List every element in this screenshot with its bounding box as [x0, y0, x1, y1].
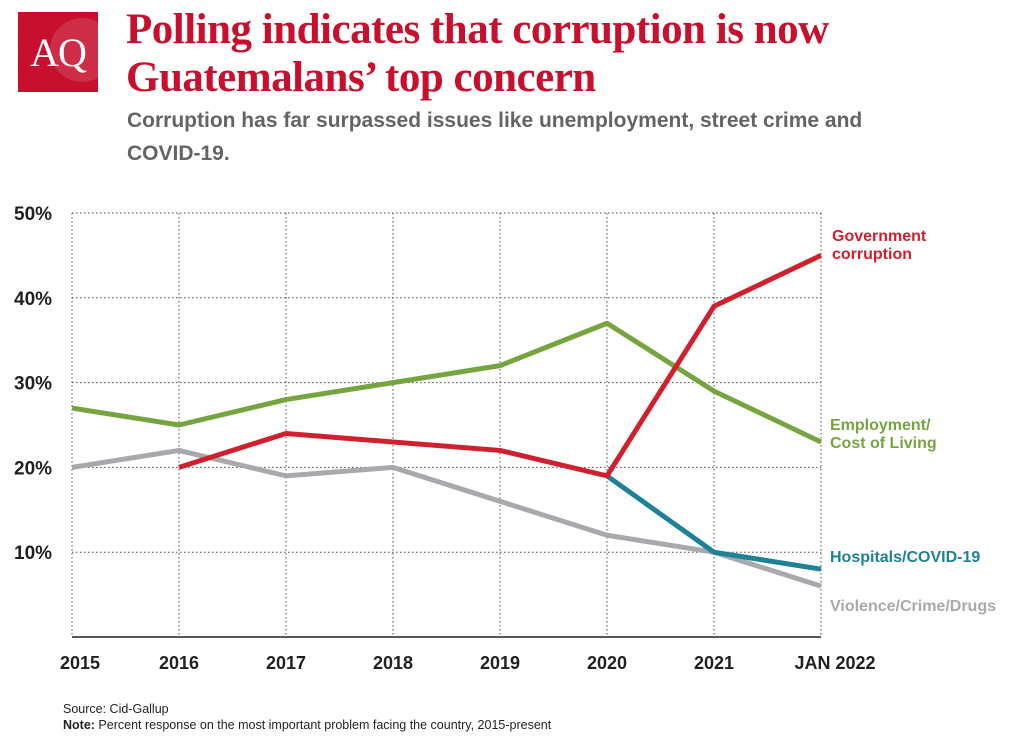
- series-label-line: Government: [832, 228, 927, 245]
- x-tick-label: 2018: [373, 653, 413, 673]
- series-label: Employment/Cost of Living: [830, 417, 937, 452]
- source-text: Source: Cid-Gallup: [63, 702, 169, 716]
- series-label: Government corruption: [832, 228, 927, 263]
- x-tick-label: 2016: [159, 653, 199, 673]
- x-tick-label: 2020: [587, 653, 627, 673]
- chart-title: Polling indicates that corruption is now…: [126, 6, 829, 101]
- chart-subtitle: Corruption has far surpassed issues like…: [127, 109, 863, 165]
- note-body: Percent response on the most important p…: [94, 718, 552, 732]
- y-tick-label: 30%: [14, 374, 52, 395]
- series-label-line: Cost of Living: [830, 435, 937, 452]
- series-line: [178, 253, 823, 479]
- x-tick-label: JAN 2022: [794, 653, 875, 673]
- series-label: Violence/Crime/Drugs: [830, 598, 996, 615]
- series-label-line: Hospitals/COVID-19: [830, 549, 980, 566]
- x-tick-label: 2017: [266, 653, 306, 673]
- y-tick-label: 50%: [14, 204, 52, 225]
- series-line: [71, 447, 822, 589]
- series-label-line: corruption: [832, 246, 912, 263]
- series-label: Hospitals/COVID-19: [830, 549, 980, 566]
- x-tick-label: 2021: [694, 653, 734, 673]
- series-label-line: Violence/Crime/Drugs: [830, 598, 996, 615]
- series-line: [71, 320, 823, 445]
- globe-icon: [50, 18, 98, 82]
- note-text: Note: Percent response on the most impor…: [63, 717, 551, 734]
- y-tick-label: 20%: [14, 458, 52, 479]
- logo-text: AQ: [30, 29, 87, 75]
- note-label: Note:: [63, 718, 95, 732]
- series-line: [605, 473, 822, 572]
- y-tick-label: 40%: [14, 289, 52, 310]
- x-tick-label: 2015: [60, 653, 100, 673]
- x-tick-label: 2019: [480, 653, 520, 673]
- aq-logo: AQ: [18, 12, 98, 92]
- y-tick-label: 10%: [14, 543, 52, 564]
- series-label-line: Employment/: [830, 417, 931, 434]
